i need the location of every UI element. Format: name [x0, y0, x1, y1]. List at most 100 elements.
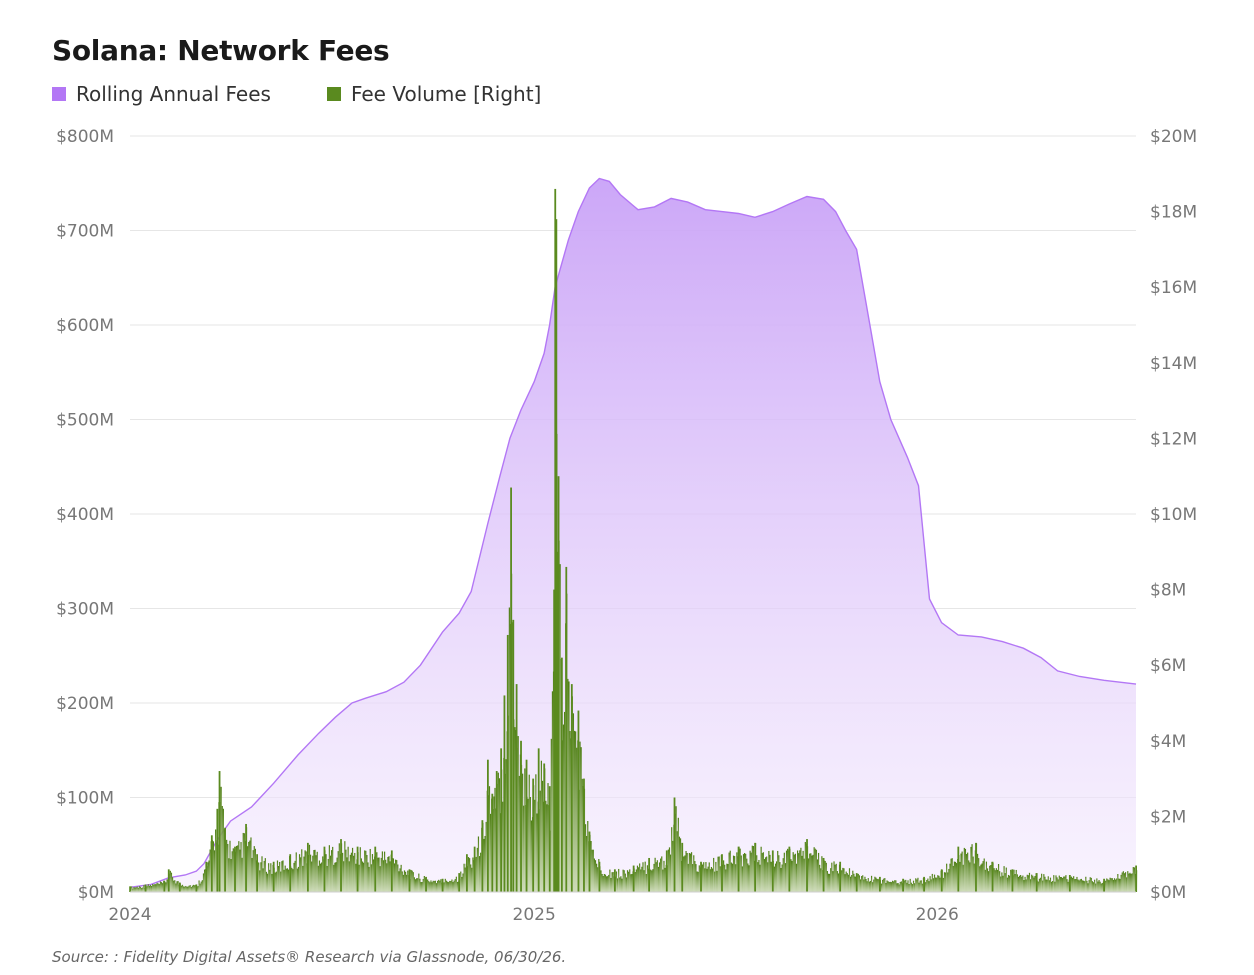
fee-volume-peak	[902, 878, 904, 892]
fee-volume-bar	[563, 711, 566, 892]
fee-volume-bar	[900, 881, 902, 892]
fee-volume-peak	[1068, 874, 1071, 892]
fee-volume-bar	[184, 886, 186, 892]
fee-volume-bar	[766, 856, 768, 892]
fee-volume-peak	[506, 634, 509, 892]
fee-volume-bar	[136, 886, 138, 892]
fee-volume-bar	[381, 851, 383, 892]
fee-volume-bar	[372, 859, 375, 892]
fee-volume-bar	[877, 879, 879, 892]
fee-volume-bar	[625, 877, 628, 892]
right-tick-label: $14M	[1150, 354, 1197, 374]
fee-volume-bar	[672, 840, 674, 892]
fee-volume-bar	[345, 849, 347, 892]
fee-volume-peak	[1011, 869, 1014, 892]
fee-volume-bar	[1052, 880, 1054, 892]
fee-volume-bar	[410, 869, 412, 892]
fee-volume-bar	[705, 862, 707, 892]
fee-volume-bar	[1014, 874, 1016, 892]
fee-volume-bar	[866, 881, 868, 892]
fee-volume-bar	[337, 851, 339, 892]
fee-volume-bar	[884, 878, 886, 892]
fee-volume-bar	[624, 873, 626, 892]
fee-volume-bar	[369, 848, 371, 892]
fee-volume-bar	[852, 870, 854, 892]
fee-volume-bar	[817, 852, 820, 892]
fee-volume-bar	[994, 870, 996, 892]
fee-volume-bar	[1111, 878, 1113, 892]
fee-volume-bar	[1109, 877, 1111, 892]
fee-volume-bar	[248, 841, 250, 892]
fee-volume-bar	[484, 835, 486, 892]
fee-volume-bar	[1112, 879, 1115, 892]
right-tick-label: $4M	[1150, 732, 1186, 752]
legend-label: Rolling Annual Fees	[76, 82, 271, 106]
fee-volume-bar	[943, 872, 946, 892]
fee-volume-peak	[648, 857, 651, 892]
fee-volume-bar	[547, 783, 549, 892]
fee-volume-bar	[591, 849, 593, 892]
fee-volume-bar	[628, 871, 630, 892]
fee-volume-bar	[281, 861, 283, 892]
fee-volume-bar	[1074, 879, 1076, 892]
fee-volume-bar	[885, 882, 887, 892]
fee-volume-bar	[363, 862, 365, 892]
fee-volume-bar	[731, 863, 734, 892]
fee-volume-bar	[799, 850, 801, 892]
fee-volume-bar	[782, 858, 784, 892]
fee-volume-bar	[314, 849, 316, 892]
right-axis: $0M $2M $4M $6M $8M $10M $12M $14M $16M $18M $20M	[1150, 127, 1197, 903]
fee-volume-bar	[835, 863, 837, 892]
fee-volume-bar	[686, 853, 688, 892]
fee-volume-bar	[1005, 867, 1007, 892]
fee-volume-bar	[377, 857, 379, 892]
legend-item-fee-volume[interactable]: Fee Volume [Right]	[326, 82, 541, 106]
legend: Rolling Annual Fees Fee Volume [Right]	[52, 82, 541, 106]
fee-volume-bar	[1124, 872, 1127, 892]
fee-volume-peak	[495, 771, 498, 892]
fee-volume-peak	[256, 854, 258, 892]
fee-volume-bar	[470, 864, 472, 892]
fee-volume-bar	[745, 853, 747, 892]
fee-volume-bar	[539, 790, 541, 892]
fee-volume-peak	[975, 842, 977, 892]
fee-volume-peak	[613, 869, 616, 892]
fee-volume-bar	[387, 857, 389, 892]
fee-volume-bar	[269, 869, 271, 892]
fee-volume-bar	[232, 848, 234, 892]
fee-volume-bar	[801, 855, 803, 892]
fee-volume-bar	[635, 869, 637, 892]
fee-volume-bar	[192, 884, 195, 892]
fee-volume-bar	[740, 855, 742, 892]
left-tick-label: $800M	[56, 127, 114, 147]
fee-volume-bar	[727, 864, 729, 892]
fee-volume-bar	[669, 854, 672, 892]
fee-volume-bar	[989, 865, 991, 892]
fee-volume-bar	[890, 882, 893, 892]
fee-volume-bar	[180, 885, 182, 892]
fee-volume-bar	[476, 847, 478, 892]
fee-volume-bar	[283, 869, 285, 892]
fee-volume-bar	[580, 747, 582, 892]
fee-volume-bar	[863, 879, 865, 892]
fee-volume-bar	[751, 845, 753, 892]
legend-item-rolling-annual-fees[interactable]: Rolling Annual Fees	[52, 82, 271, 106]
chart-title: Solana: Network Fees	[52, 34, 390, 67]
fee-volume-bar	[778, 855, 780, 892]
fee-volume-bar	[1038, 878, 1041, 892]
fee-volume-bar	[226, 839, 228, 892]
fee-volume-bar	[713, 857, 715, 892]
fee-volume-bar	[685, 850, 687, 892]
fee-volume-bar	[348, 861, 350, 892]
fee-volume-bar	[282, 860, 284, 892]
fee-volume-bar	[602, 876, 604, 892]
fee-volume-peak	[289, 854, 292, 892]
fee-volume-bar	[420, 882, 422, 892]
right-tick-label: $0M	[1150, 883, 1186, 903]
fee-volume-bar	[597, 867, 599, 892]
fee-volume-bar	[873, 879, 875, 892]
fee-volume-bar	[541, 780, 544, 892]
fee-volume-bar	[918, 882, 920, 892]
fee-volume-bar	[620, 876, 622, 892]
fee-volume-bar	[896, 883, 898, 892]
